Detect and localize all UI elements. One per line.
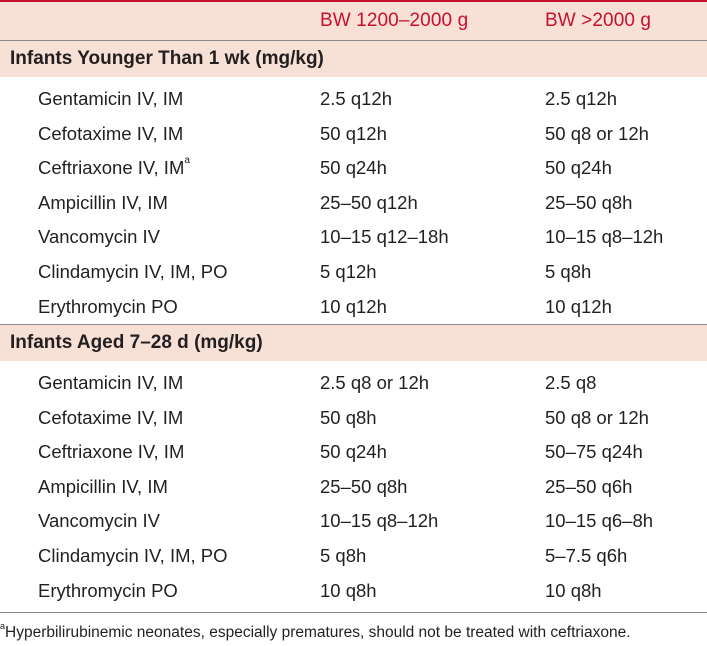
drug-name-text: Clindamycin IV, IM, PO: [38, 545, 228, 566]
table-row: Erythromycin PO 10 q8h 10 q8h: [0, 574, 707, 608]
drug-name: Ampicillin IV, IM: [38, 192, 168, 214]
dose-bw-1200-2000: 10 q12h: [320, 295, 387, 317]
drug-name: Erythromycin PO: [38, 296, 178, 318]
drug-name-text: Vancomycin IV: [38, 226, 161, 248]
section-header-younger-1wk: Infants Younger Than 1 wk (mg/kg): [0, 41, 707, 77]
footnote-ref: a: [184, 155, 190, 167]
top-rule: [0, 0, 707, 2]
dose-bw-1200-2000: 50 q24h: [320, 441, 387, 463]
drug-name-text: Cefotaxime IV, IM: [38, 122, 184, 144]
dose-bw-over-2000: 5–7.5 q6h: [545, 545, 628, 566]
dose-bw-over-2000: 25–50 q8h: [545, 191, 633, 213]
drug-name-text: Vancomycin IV: [38, 510, 161, 532]
table-header: BW 1200–2000 g BW >2000 g: [0, 2, 707, 40]
table-row: Ceftriaxone IV, IM 50 q24h 50–75 q24h: [0, 435, 707, 469]
table-row: Erythromycin PO 10 q12h 10 q12h: [0, 290, 707, 324]
table-row: Cefotaxime IV, IM 50 q12h 50 q8 or 12h: [0, 117, 707, 151]
dose-bw-1200-2000: 10–15 q8–12h: [320, 510, 439, 532]
drug-name-text: Gentamicin IV, IM: [38, 372, 184, 393]
table-row: Clindamycin IV, IM, PO 5 q8h 5–7.5 q6h: [0, 539, 707, 573]
drug-name-text: Ampicillin IV, IM: [38, 191, 168, 213]
dose-bw-over-2000: 10 q8h: [545, 579, 602, 601]
dose-bw-over-2000: 10–15 q8–12h: [545, 226, 664, 248]
dose-bw-1200-2000: 10 q8h: [320, 579, 377, 601]
divider: [0, 612, 707, 613]
drug-name: Vancomycin IV: [38, 226, 160, 248]
drug-name: Cefotaxime IV, IM: [38, 123, 183, 145]
drug-name-text: Erythromycin PO: [38, 295, 178, 317]
footnote-text: Hyperbilirubinemic neonates, especially …: [5, 624, 631, 641]
section-header-aged-7-28d: Infants Aged 7–28 d (mg/kg): [0, 325, 707, 361]
column-header-bw-over-2000: BW >2000 g: [545, 10, 652, 31]
dose-bw-1200-2000: 2.5 q8 or 12h: [320, 372, 430, 393]
dose-bw-over-2000: 25–50 q6h: [545, 475, 633, 497]
dose-bw-1200-2000: 25–50 q8h: [320, 475, 408, 497]
dose-bw-over-2000: 5 q8h: [545, 261, 592, 282]
drug-name: Gentamicin IV, IM: [38, 372, 183, 394]
dose-bw-1200-2000: 2.5 q12h: [320, 88, 393, 109]
divider: [0, 324, 707, 325]
table-row: Gentamicin IV, IM 2.5 q8 or 12h 2.5 q8: [0, 366, 707, 400]
divider: [0, 40, 707, 41]
dose-bw-1200-2000: 50 q24h: [320, 157, 387, 179]
drug-name: Clindamycin IV, IM, PO: [38, 545, 228, 567]
dose-bw-1200-2000: 25–50 q12h: [320, 191, 418, 213]
drug-name-text: Erythromycin PO: [38, 579, 178, 601]
drug-name-text: Ampicillin IV, IM: [38, 475, 168, 497]
dose-bw-over-2000: 10 q12h: [545, 295, 612, 317]
table-row: Vancomycin IV 10–15 q8–12h 10–15 q6–8h: [0, 504, 707, 538]
drug-name: Ceftriaxone IV, IM: [38, 441, 184, 463]
table-row: Ampicillin IV, IM 25–50 q8h 25–50 q6h: [0, 470, 707, 504]
dose-bw-1200-2000: 5 q12h: [320, 261, 377, 282]
dose-bw-1200-2000: 5 q8h: [320, 545, 367, 566]
table-row: Ampicillin IV, IM 25–50 q12h 25–50 q8h: [0, 186, 707, 220]
section-title: Infants Aged 7–28 d (mg/kg): [10, 332, 263, 353]
dose-bw-over-2000: 50 q8 or 12h: [545, 406, 649, 428]
drug-name: Ampicillin IV, IM: [38, 476, 168, 498]
dose-bw-over-2000: 2.5 q12h: [545, 88, 618, 109]
dose-bw-over-2000: 10–15 q6–8h: [545, 510, 654, 532]
dose-bw-over-2000: 50 q8 or 12h: [545, 122, 649, 144]
section-title: Infants Younger Than 1 wk (mg/kg): [10, 48, 324, 69]
dose-bw-1200-2000: 10–15 q12–18h: [320, 226, 449, 248]
footnote-marker: a: [0, 621, 6, 631]
column-header-bw-1200-2000: BW 1200–2000 g: [320, 10, 469, 31]
drug-name: Erythromycin PO: [38, 580, 178, 602]
footnote: aHyperbilirubinemic neonates, especially…: [0, 621, 631, 642]
dose-bw-1200-2000: 50 q8h: [320, 406, 377, 428]
drug-name-text: Ceftriaxone IV, IM: [38, 441, 185, 463]
table-row: Clindamycin IV, IM, PO 5 q12h 5 q8h: [0, 255, 707, 289]
drug-name: Clindamycin IV, IM, PO: [38, 261, 228, 283]
drug-name-text: Ceftriaxone IV, IM: [38, 157, 185, 179]
dose-bw-over-2000: 2.5 q8: [545, 372, 597, 393]
drug-name: Ceftriaxone IV, IMa: [38, 155, 190, 179]
dose-bw-over-2000: 50–75 q24h: [545, 441, 643, 463]
dose-bw-1200-2000: 50 q12h: [320, 122, 387, 144]
drug-name: Gentamicin IV, IM: [38, 88, 183, 110]
drug-name-text: Clindamycin IV, IM, PO: [38, 261, 228, 282]
drug-name: Cefotaxime IV, IM: [38, 407, 183, 429]
table-row: Vancomycin IV 10–15 q12–18h 10–15 q8–12h: [0, 220, 707, 254]
drug-name-text: Cefotaxime IV, IM: [38, 406, 184, 428]
drug-name: Vancomycin IV: [38, 510, 160, 532]
drug-name-text: Gentamicin IV, IM: [38, 88, 184, 109]
table-row: Cefotaxime IV, IM 50 q8h 50 q8 or 12h: [0, 401, 707, 435]
table-row: Gentamicin IV, IM 2.5 q12h 2.5 q12h: [0, 82, 707, 116]
dose-bw-over-2000: 50 q24h: [545, 157, 612, 179]
table-row: Ceftriaxone IV, IMa 50 q24h 50 q24h: [0, 151, 707, 185]
